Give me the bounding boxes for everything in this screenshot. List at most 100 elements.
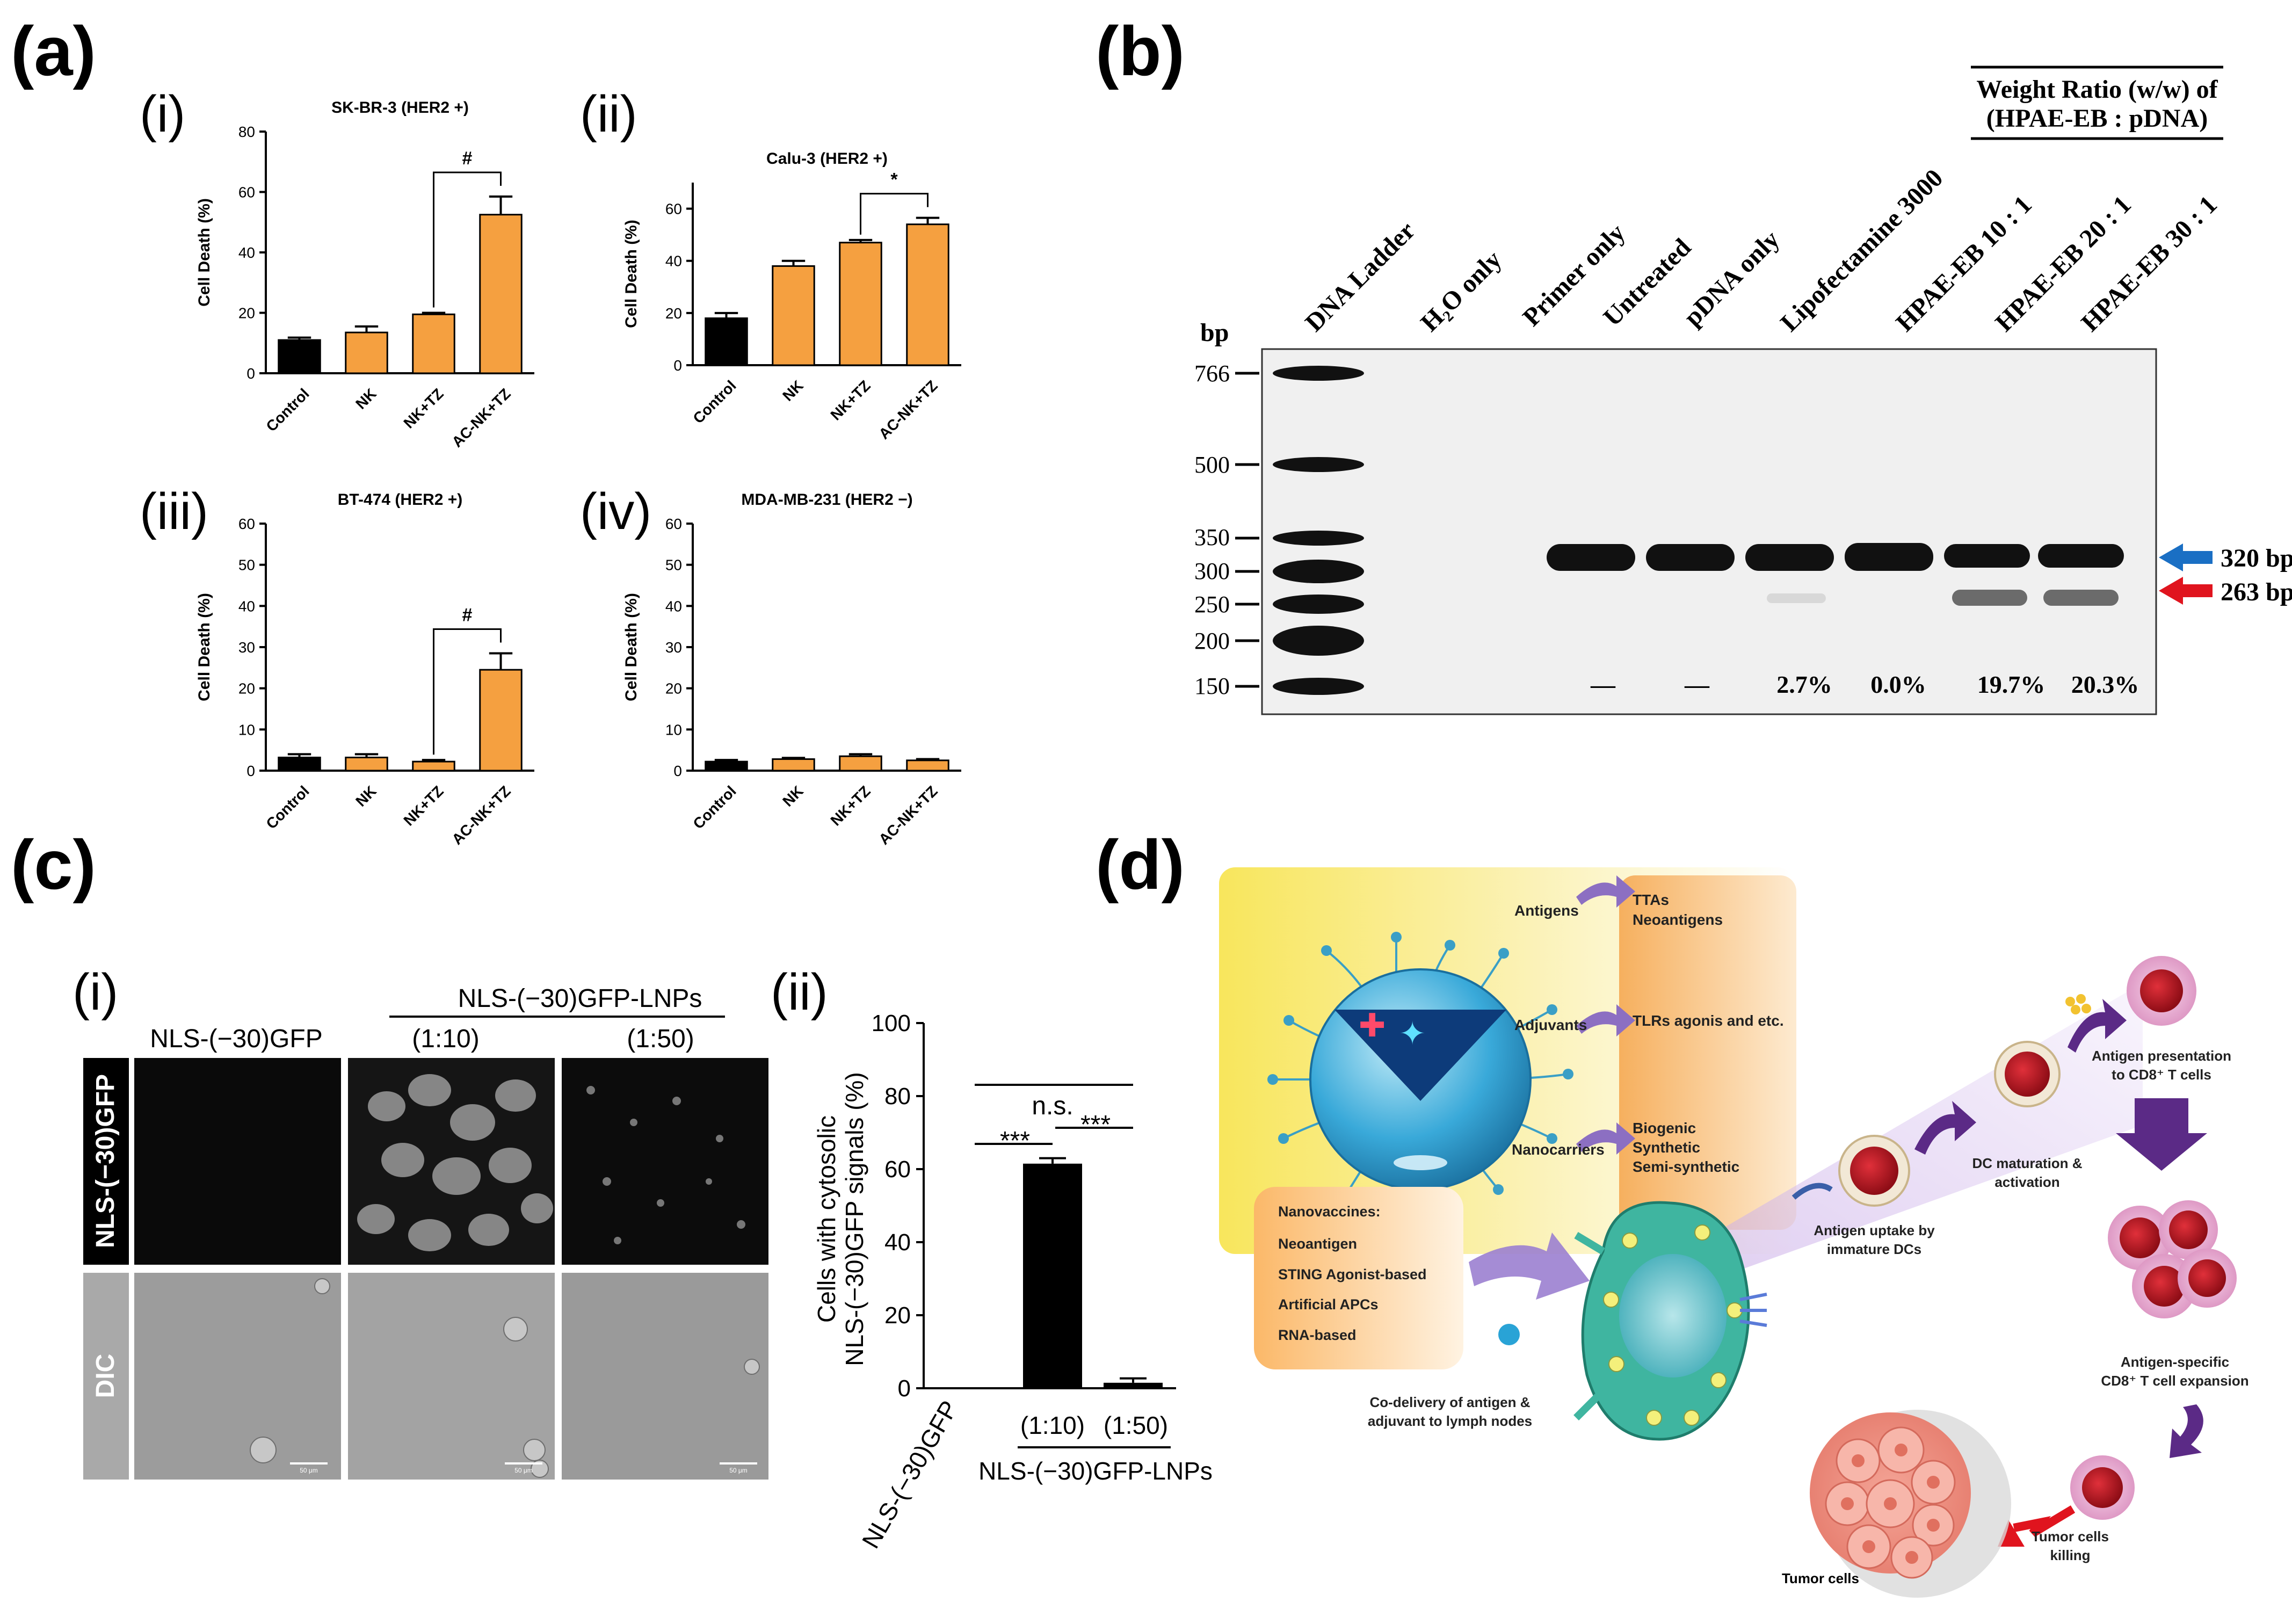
y-tick-label: 0 (673, 357, 682, 374)
lane-label-h2o-only: H₂O only (1415, 245, 1507, 337)
micrograph-dic-1-50 (562, 1273, 768, 1480)
detail-semi-synthetic: Semi-synthetic (1633, 1158, 1739, 1175)
y-tick-label: 60 (238, 516, 255, 532)
lymph-caption-line1: Co-delivery of antigen & (1369, 1394, 1530, 1410)
ladder-size-250: 250 (1194, 591, 1230, 618)
x-tick-label: NK+TZ (400, 385, 446, 431)
column-header-gfp: NLS-(−30)GFP (150, 1025, 322, 1053)
y-tick-label: 40 (238, 598, 255, 614)
x-tick-label: Control (263, 782, 312, 832)
panel-b: Weight Ratio (w/w) of (HPAE-EB : pDNA) D… (1194, 66, 2292, 715)
y-tick-label: 30 (665, 639, 682, 656)
y-tick-label: 40 (665, 253, 682, 270)
sample-bands-320 (1547, 543, 2124, 571)
detail-neoantigens: Neoantigens (1633, 911, 1723, 928)
y-tick-label: 40 (665, 598, 682, 614)
x-tick-label: AC-NK+TZ (448, 385, 513, 450)
row-label-dic: DIC (91, 1354, 120, 1398)
bar-ac-nk-tz (479, 669, 523, 772)
y-tick-label: 30 (238, 639, 255, 656)
bar-ylabel-line1: Cells with cytosolic (813, 1115, 840, 1323)
bar-nk (772, 265, 815, 366)
bar-xlabel-gfp: NLS-(−30)GFP (857, 1396, 963, 1553)
bar-control (705, 760, 748, 772)
tumor-label: Tumor cells (1782, 1570, 1859, 1586)
nanovaccine-apcs: Artificial APCs (1278, 1296, 1379, 1313)
sample-bands-263 (1767, 590, 2119, 606)
bar-1-50 (1104, 1382, 1163, 1388)
target-details-box (1619, 875, 1796, 1230)
expanded-t-cells (2108, 1200, 2237, 1318)
fluorescent-cells (357, 1074, 553, 1251)
y-tick-label: 60 (238, 184, 255, 201)
y-tick-label: 10 (238, 721, 255, 738)
presentation-line2: to CD8⁺ T cells (2112, 1067, 2211, 1083)
mature-dc (1994, 1041, 2061, 1107)
x-tick-label: NK (779, 377, 807, 404)
uptake-line1: Antigen uptake by (1814, 1222, 1935, 1238)
bar-chart-calu-3: Calu-3 (HER2 +) 0 20 40 60 Cell Death (%) Cont… (622, 150, 961, 443)
bar-nk (345, 331, 388, 374)
y-tick-label: 60 (884, 1156, 911, 1183)
y-tick-label: 20 (238, 680, 255, 697)
significance-label: # (462, 605, 473, 626)
bar-nk (345, 756, 388, 772)
nanovaccine-sting: STING Agonist-based (1278, 1266, 1427, 1282)
bar-sig-right: *** (1080, 1111, 1111, 1139)
arrow-263-bp (2159, 577, 2213, 605)
micrograph-gfp-control (134, 1058, 341, 1265)
row-label-gfp: NLS-(−30)GFP (91, 1074, 120, 1248)
percent-untreated: — (1590, 671, 1616, 698)
down-arrow-expansion (2116, 1098, 2207, 1171)
bar-nk-tz (839, 755, 882, 772)
x-tick-label: Control (690, 377, 739, 426)
presentation-line1: Antigen presentation (2092, 1048, 2231, 1064)
target-adjuvants: Adjuvants (1514, 1017, 1587, 1033)
x-tick-label: AC-NK+TZ (875, 782, 940, 847)
y-tick-label: 40 (884, 1229, 911, 1256)
target-antigens: Antigens (1514, 902, 1579, 919)
panel-a: (i) (ii) (iii) (iv) SK-BR-3 (HER2 +) 0 20 4… (140, 85, 961, 848)
percent-hpae-30: 20.3% (2071, 671, 2139, 698)
bar-control (705, 317, 748, 366)
x-tick-label: NK (779, 782, 807, 810)
bar-ac-nk-tz (906, 759, 949, 772)
bar-sig-left: *** (1000, 1127, 1030, 1155)
cd8-t-cell-bottom (2070, 1455, 2135, 1520)
bar-chart-cytosolic-gfp: 0 20 40 60 80 100 (872, 1010, 1176, 1402)
x-tick-label: Control (263, 385, 312, 434)
arrow-320-bp (2159, 543, 2213, 571)
weight-ratio-header-line2: (HPAE-EB : pDNA) (1986, 104, 2208, 133)
bar-xlabel-1-50: (1:50) (1104, 1411, 1168, 1439)
y-axis-label: Cell Death (%) (622, 593, 640, 701)
cd8-t-cell-top (2127, 956, 2196, 1026)
svg-text:✚: ✚ (1359, 1007, 1386, 1043)
subpanel-a-iii-label: (iii) (140, 483, 208, 540)
x-tick-label: NK (352, 782, 380, 810)
panel-label-c: (c) (11, 825, 96, 904)
killing-line2: killing (2050, 1547, 2090, 1563)
subpanel-c-ii-label: (ii) (771, 963, 828, 1021)
delivery-arrow (1469, 1233, 1590, 1300)
micrograph-dic-control (134, 1273, 341, 1480)
percent-hpae-20: 19.7% (1977, 671, 2046, 698)
x-tick-label: AC-NK+TZ (875, 377, 940, 442)
y-tick-label: 80 (884, 1083, 911, 1110)
bar-1-10 (1023, 1163, 1082, 1388)
subpanel-a-iv-label: (iv) (580, 483, 651, 540)
tumor-mass (1810, 1410, 2011, 1598)
y-tick-label: 60 (665, 201, 682, 218)
lane-label-dna-ladder: DNA Ladder (1300, 216, 1420, 337)
bar-nk-tz (839, 242, 882, 366)
subpanel-c-i-label: (i) (72, 963, 118, 1021)
micrograph-gfp-1-50 (562, 1058, 768, 1265)
lymph-caption-line2: adjuvant to lymph nodes (1368, 1413, 1532, 1429)
bar-chart-mda-mb-231: MDA-MB-231 (HER2 −) 0 10 20 30 40 50 60 Cell Dea… (622, 491, 961, 848)
y-tick-label: 50 (238, 557, 255, 574)
bar-ac-nk-tz (906, 223, 949, 366)
weight-ratio-header-line1: Weight Ratio (w/w) of (1976, 75, 2218, 104)
significance-bracket (433, 171, 502, 308)
scale-bar-label-3: 50 μm (729, 1467, 748, 1474)
panel-label-a: (a) (11, 12, 96, 90)
